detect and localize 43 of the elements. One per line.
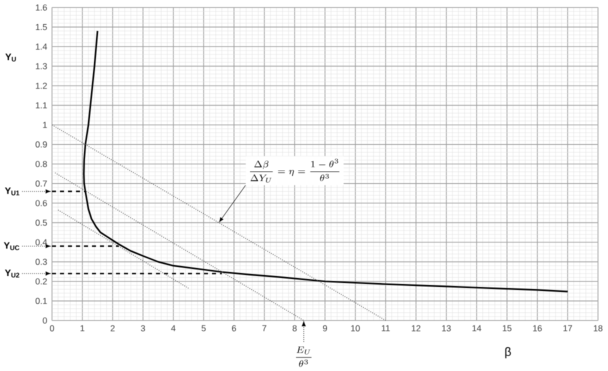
- y-tick-label: 0.5: [36, 220, 47, 226]
- x-tick-label: 10: [351, 325, 360, 332]
- text: Y$_{UC}$: [4, 242, 20, 250]
- x-axis-title: β: [505, 347, 511, 358]
- x-tick-label: 15: [502, 325, 512, 332]
- y-tick-label: 1: [43, 122, 47, 128]
- x-tick-label: 6: [232, 325, 236, 332]
- x-tick-label: 18: [594, 325, 602, 332]
- y-tick-label: 0.8: [36, 160, 47, 167]
- text: Y$_{U1}$: [4, 187, 20, 196]
- y-tick-label: 0.1: [36, 298, 47, 304]
- x-tick-label: 12: [412, 325, 420, 332]
- x-tick-label: 0: [50, 325, 54, 332]
- y-tick-label: 1.2: [36, 82, 47, 89]
- y-tick-label: 0.7: [36, 180, 47, 187]
- x-tick-label: 9: [322, 325, 327, 332]
- y-axis-title: Y$_{U}$: [5, 54, 16, 62]
- y-tick-label: 0.6: [36, 200, 47, 206]
- x-tick-label: 2: [110, 325, 115, 332]
- x-tick-label: 5: [202, 325, 206, 332]
- x-tick-label: 3: [140, 325, 146, 332]
- x-tick-label: 4: [171, 325, 176, 332]
- y-tick-label: 0: [42, 317, 47, 324]
- x-tick-label: 8: [292, 325, 297, 332]
- y-tick-label: 1.4: [36, 44, 48, 50]
- x-tick-label: 16: [533, 325, 542, 332]
- y-tick-label: 1.6: [36, 4, 47, 10]
- annotation: $\frac{E_U}{\theta^3}$: [296, 346, 312, 367]
- y-tick-label: 1.1: [36, 102, 47, 108]
- x-tick-label: 1: [80, 325, 84, 332]
- text: Y$_{U2}$: [4, 269, 20, 278]
- x-tick-label: 11: [382, 325, 390, 332]
- x-tick-label: 13: [442, 325, 451, 332]
- x-tick-label: 17: [564, 325, 572, 332]
- x-tick-label: 14: [472, 325, 482, 332]
- y-tick-label: 1.5: [36, 24, 47, 30]
- y-tick-label: 0.9: [36, 141, 47, 148]
- x-tick-label: 7: [262, 325, 266, 332]
- y-tick-label: 0.4: [36, 239, 48, 246]
- y-tick-label: 0.3: [36, 258, 47, 265]
- y-tick-label: 0.2: [36, 278, 47, 284]
- annotation: $\frac{\Delta\beta}{\Delta Y_U}=\eta=\frac{1-\theta^3}{\theta^3}$: [250, 158, 340, 182]
- y-tick-label: 1.3: [36, 63, 47, 70]
